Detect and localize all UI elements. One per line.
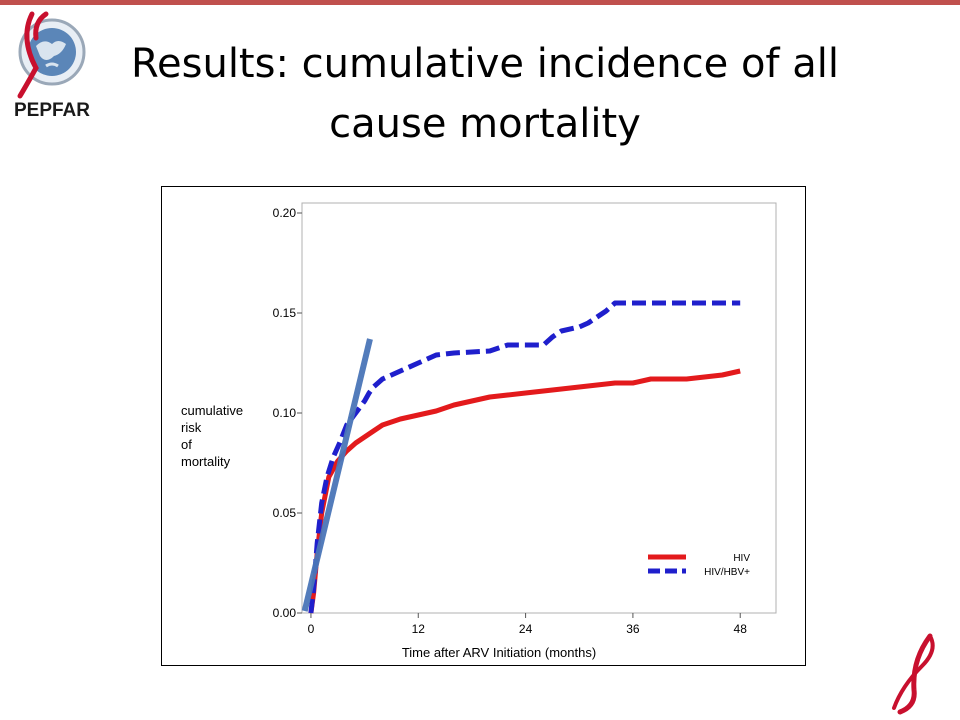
mortality-chart: 0.00 0.05 0.10 0.15 0.20 0 12 24 36 48 Time after … — [181, 202, 777, 660]
x-tick-label: 36 — [626, 622, 640, 636]
y-axis-label: risk — [181, 420, 202, 435]
chart-frame: 0.00 0.05 0.10 0.15 0.20 0 12 24 36 48 Time after … — [161, 186, 806, 666]
y-tick-label: 0.00 — [273, 606, 297, 620]
y-tick-label: 0.10 — [273, 406, 297, 420]
globe-seal-icon — [17, 11, 86, 99]
y-tick-label: 0.20 — [273, 206, 297, 220]
top-accent-bar — [0, 0, 960, 5]
slide-title-line2: cause mortality — [329, 101, 641, 147]
x-axis-label: Time after ARV Initiation (months) — [402, 645, 596, 660]
series-line-hiv — [308, 368, 741, 614]
red-ribbon-icon — [892, 633, 935, 715]
y-tick-label: 0.15 — [273, 306, 297, 320]
legend-label: HIV/HBV+ — [704, 567, 750, 578]
x-tick-label: 24 — [519, 622, 533, 636]
logo-text: PEPFAR — [13, 100, 91, 121]
x-tick-label: 12 — [412, 622, 426, 636]
pepfar-logo: PEPFAR — [6, 8, 98, 128]
slide-title: Results: cumulative incidence of all cau… — [100, 34, 870, 154]
y-axis-label: of — [181, 437, 192, 452]
x-tick-label: 0 — [308, 622, 315, 636]
trend-overlay-line — [301, 338, 373, 612]
slide-title-line1: Results: cumulative incidence of all — [131, 41, 839, 87]
x-tick-label: 48 — [734, 622, 748, 636]
plot-area-border — [301, 202, 777, 614]
y-axis-label: mortality — [181, 454, 231, 469]
y-tick-label: 0.05 — [273, 506, 297, 520]
legend-label: HIV — [733, 553, 750, 564]
series-line-hiv-hbv- — [308, 300, 741, 614]
y-axis-label: cumulative — [181, 403, 243, 418]
